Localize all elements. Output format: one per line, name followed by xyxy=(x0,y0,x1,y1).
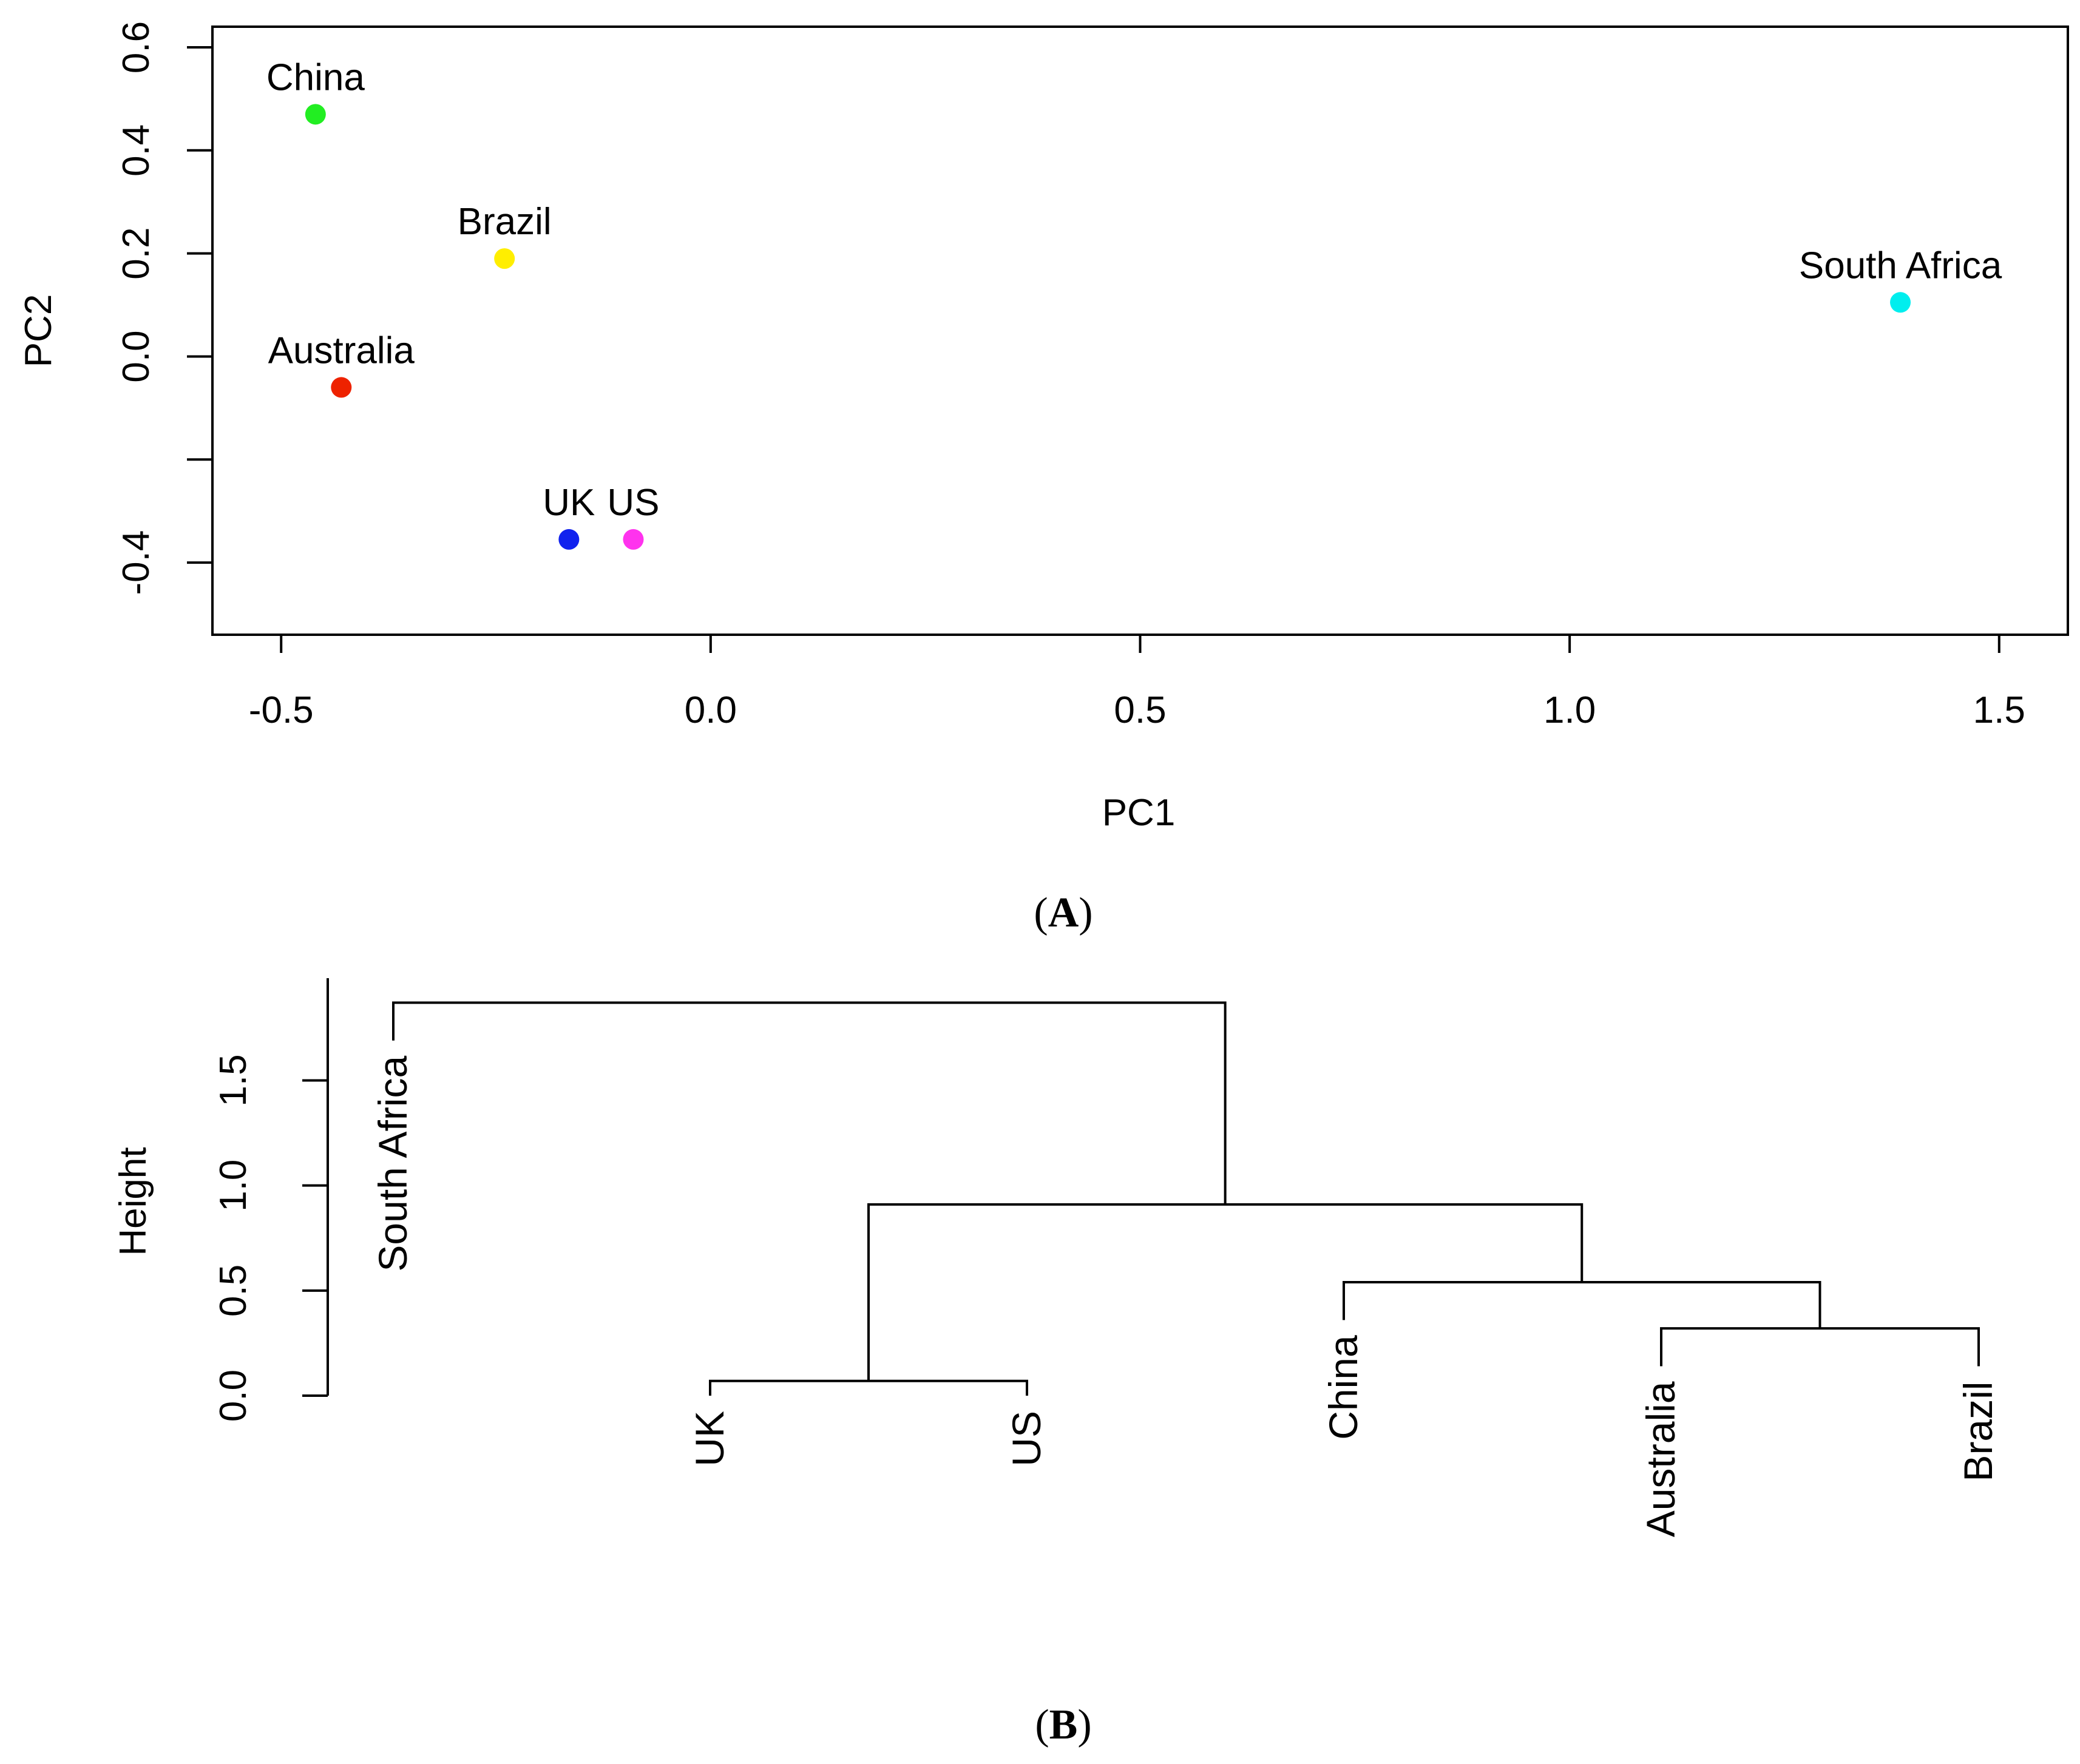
point-label-china: China xyxy=(266,56,365,98)
scatter-y-tick-label: 0.6 xyxy=(115,21,157,73)
scatter-x-axis: -0.5 0.0 0.5 1.0 1.5 xyxy=(249,635,2025,731)
scatter-x-tick-label: 0.0 xyxy=(685,689,737,731)
panel-label-a-letter: A xyxy=(1048,890,1079,936)
point-us xyxy=(623,529,644,550)
pca-scatter-panel: -0.5 0.0 0.5 1.0 1.5 -0.4 0.0 0.2 0.4 0.6 China B… xyxy=(18,21,2069,936)
point-south-africa xyxy=(1890,292,1911,313)
scatter-y-tick-label: 0.0 xyxy=(115,330,157,382)
dendrogram-y-tick-label: 1.0 xyxy=(212,1160,254,1212)
dendrogram-merge-uk-us xyxy=(709,1379,1028,1396)
panel-label-a: (A) xyxy=(1034,890,1093,936)
dendrogram-y-tick-label: 0.5 xyxy=(212,1265,254,1317)
dendrogram-y-axis-title: Height xyxy=(112,1147,154,1255)
point-brazil xyxy=(494,248,515,269)
scatter-x-tick-label: -0.5 xyxy=(249,689,314,731)
panel-label-b-letter: B xyxy=(1049,1701,1078,1748)
point-label-uk: UK xyxy=(543,482,595,524)
leaf-label-china: China xyxy=(1321,1335,1366,1440)
point-uk xyxy=(558,529,580,550)
leaf-label-brazil: Brazil xyxy=(1956,1382,2000,1482)
dendrogram-merge-south-africa-rest xyxy=(392,1001,1227,1205)
point-label-brazil: Brazil xyxy=(458,201,552,243)
scatter-points: China Brazil Australia UK US South Africa xyxy=(266,56,2002,550)
dendrogram-tree xyxy=(392,1001,1980,1396)
dendrogram-y-tick-label: 0.0 xyxy=(212,1370,254,1422)
scatter-y-axis: -0.4 0.0 0.2 0.4 0.6 xyxy=(115,21,212,595)
scatter-x-tick-label: 1.5 xyxy=(1973,689,2025,731)
leaf-label-us: US xyxy=(1004,1411,1049,1467)
point-australia xyxy=(331,377,352,398)
dendrogram-merge-uk-us-china-australia-brazil xyxy=(867,1203,1584,1381)
panel-label-b: (B) xyxy=(1035,1701,1091,1748)
dendrogram-merge-australia-brazil xyxy=(1660,1327,1980,1367)
scatter-x-tick-label: 0.5 xyxy=(1114,689,1166,731)
scatter-x-axis-title: PC1 xyxy=(1102,792,1176,834)
dendrogram-leaf-labels: South Africa UK US China Australia Brazil xyxy=(370,1055,2000,1537)
scatter-y-tick-label: -0.4 xyxy=(115,530,157,595)
point-china xyxy=(305,104,326,125)
scatter-y-tick-label: 0.2 xyxy=(115,228,157,280)
scatter-y-tick-label: 0.4 xyxy=(115,124,157,177)
scatter-x-tick-label: 1.0 xyxy=(1543,689,1596,731)
dendrogram-y-axis: 0.0 0.5 1.0 1.5 xyxy=(212,978,329,1422)
dendrogram-panel: 0.0 0.5 1.0 1.5 South Africa UK US China Austra… xyxy=(112,978,2000,1748)
scatter-plot-frame xyxy=(211,25,2069,636)
dendrogram-y-tick-label: 1.5 xyxy=(212,1054,254,1106)
leaf-label-uk: UK xyxy=(687,1411,732,1467)
scatter-y-axis-title: PC2 xyxy=(18,294,59,368)
dendrogram-merge-china-australia-brazil xyxy=(1343,1280,1821,1329)
leaf-label-south-africa: South Africa xyxy=(370,1055,415,1271)
point-label-south-africa: South Africa xyxy=(1799,245,2002,286)
point-label-australia: Australia xyxy=(268,329,415,371)
leaf-label-australia: Australia xyxy=(1638,1381,1683,1537)
point-label-us: US xyxy=(607,482,659,524)
